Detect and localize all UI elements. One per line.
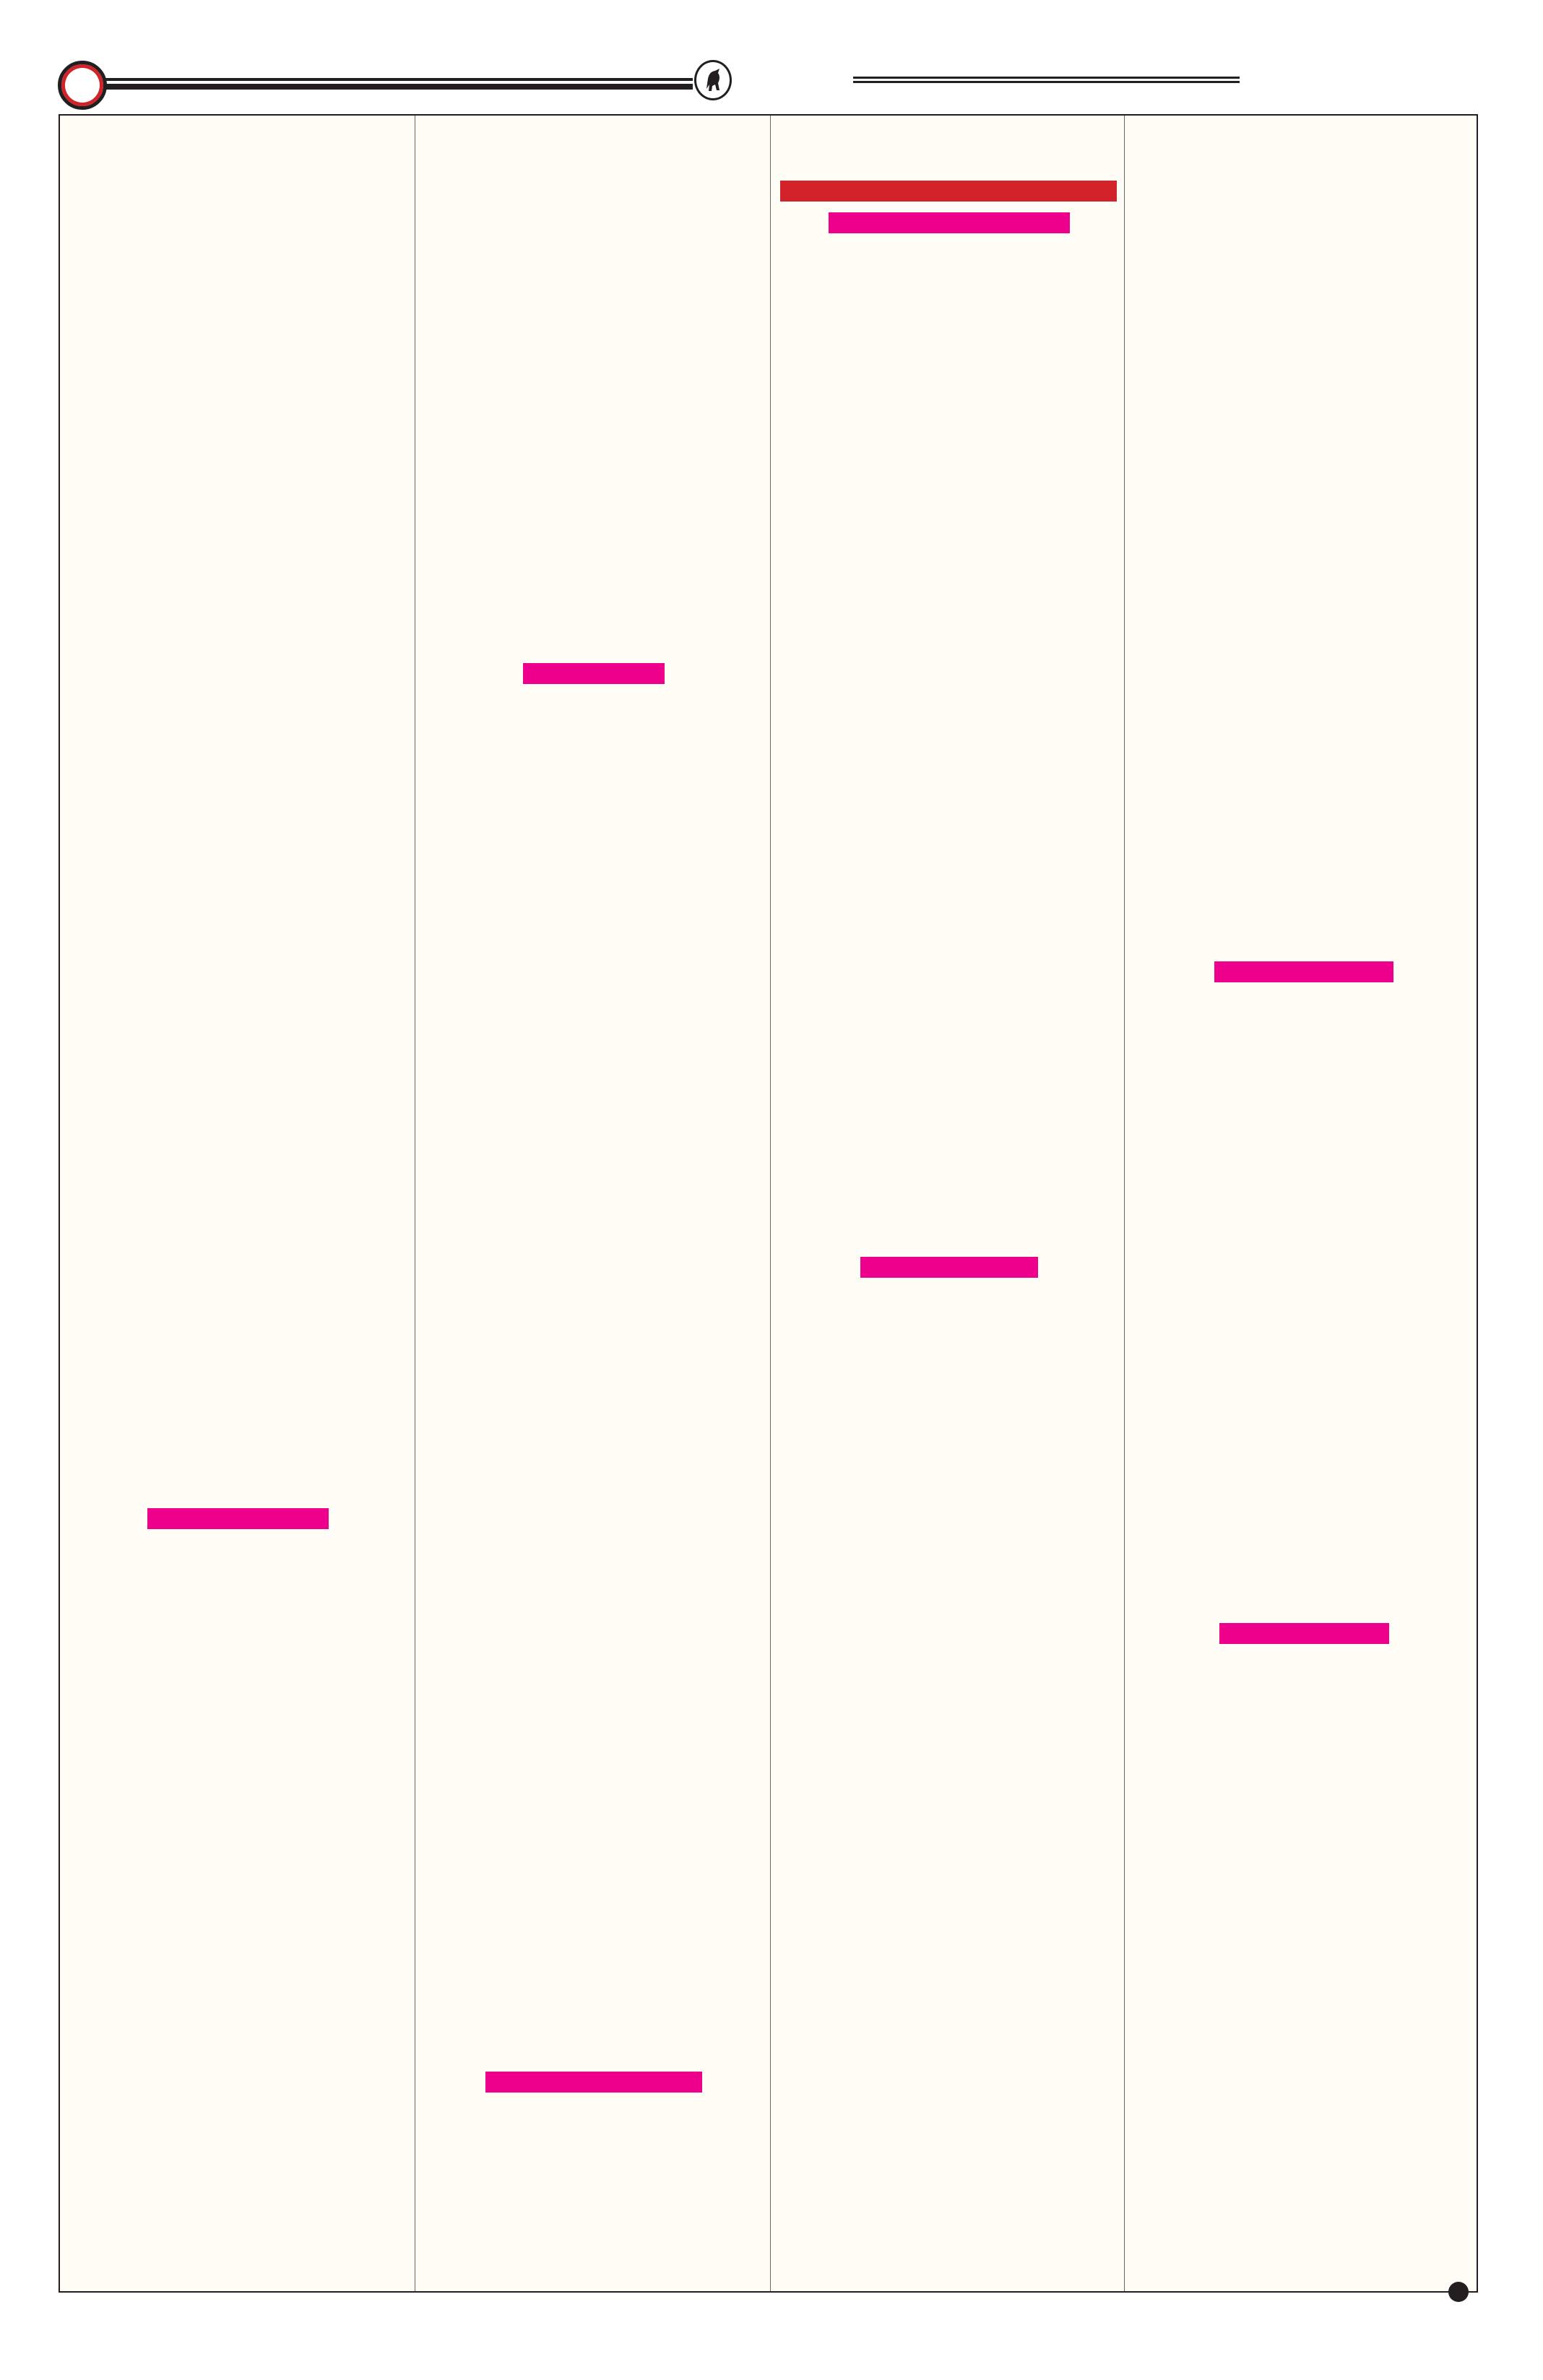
bull-emblem-icon (694, 60, 732, 100)
subheading-bar (523, 663, 665, 684)
heading-bar (780, 181, 1117, 202)
column-divider (770, 116, 771, 2291)
page-frame (59, 114, 1478, 2293)
header-rule-thick (104, 84, 693, 90)
subheading-bar (1219, 1623, 1389, 1644)
ring-icon (58, 61, 107, 110)
column-divider (1124, 116, 1125, 2291)
subheading-bar (147, 1508, 329, 1529)
dot-icon (1448, 2282, 1469, 2302)
subheading-bar (1214, 961, 1393, 982)
header-rule-thin (104, 78, 693, 81)
subheading-bar (485, 2072, 702, 2093)
subheading-bar (860, 1257, 1038, 1278)
subheading-bar (829, 212, 1070, 233)
header-right-rule-2 (853, 81, 1240, 83)
header-right-rule (853, 77, 1240, 79)
